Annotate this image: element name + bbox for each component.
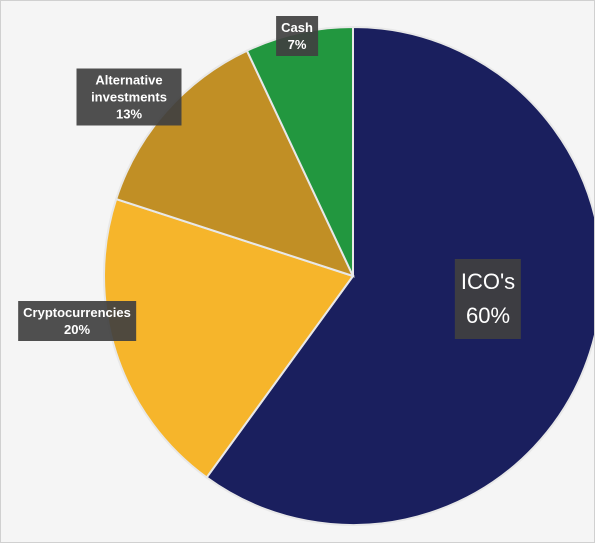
slice-name: Cash [281, 20, 313, 35]
pie-slice [205, 25, 594, 526]
data-label: ICO's 60% [454, 259, 522, 339]
slice-name: ICO's [460, 269, 516, 294]
slice-value: 20% [63, 322, 91, 337]
slice-value: 60% [465, 303, 511, 328]
slice-name: Cryptocurrencies [23, 305, 131, 320]
data-label: Alternative investments 13% [76, 68, 182, 126]
slice-value: 13% [115, 106, 143, 122]
data-label: Cryptocurrencies 20% [18, 301, 136, 341]
slice-name: Alternative investments [91, 72, 167, 105]
slice-value: 7% [287, 37, 307, 52]
data-label: Cash 7% [276, 16, 318, 56]
pie-slice [103, 197, 355, 479]
